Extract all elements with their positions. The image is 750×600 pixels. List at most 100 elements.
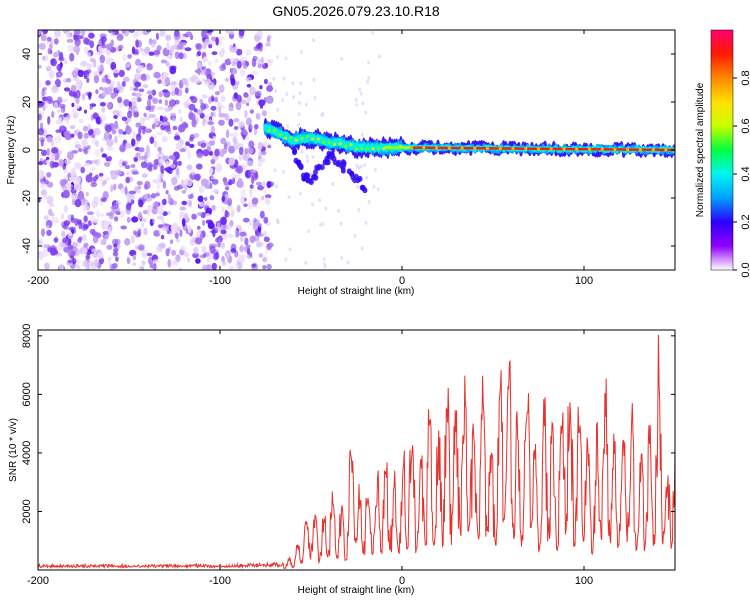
noise-speckle xyxy=(87,211,94,216)
noise-speckle xyxy=(107,256,112,262)
noise-speckle xyxy=(136,30,144,36)
noise-speckle xyxy=(124,125,132,135)
noise-speckle xyxy=(109,225,113,232)
ridge-marker xyxy=(575,147,579,151)
noise-speckle xyxy=(71,198,76,206)
ridge-dot xyxy=(278,133,282,137)
ridge-core xyxy=(618,148,621,151)
ridge-dot xyxy=(338,142,342,146)
noise-speckle xyxy=(137,65,145,72)
noise-speckle xyxy=(218,148,223,154)
ridge-core xyxy=(391,146,394,149)
noise-speckle xyxy=(206,256,211,263)
noise-speckle xyxy=(38,128,44,136)
ridge-core xyxy=(604,148,607,151)
noise-speckle xyxy=(276,218,280,223)
noise-speckle xyxy=(57,96,63,105)
noise-speckle xyxy=(106,244,113,250)
noise-speckle xyxy=(181,190,187,194)
noise-speckle xyxy=(179,229,183,237)
noise-speckle xyxy=(181,200,187,206)
noise-speckle xyxy=(127,110,133,119)
noise-speckle xyxy=(161,121,169,126)
noise-speckle xyxy=(93,75,100,84)
noise-speckle xyxy=(247,201,253,210)
noise-speckle xyxy=(110,31,116,36)
noise-speckle xyxy=(223,142,228,151)
noise-speckle xyxy=(261,150,267,156)
noise-speckle xyxy=(246,102,250,107)
noise-speckle xyxy=(273,168,277,173)
noise-speckle xyxy=(77,35,84,39)
noise-speckle xyxy=(58,159,64,167)
ridge-core xyxy=(596,148,599,151)
noise-speckle xyxy=(138,245,145,251)
noise-speckle xyxy=(243,203,248,207)
noise-speckle xyxy=(232,132,240,137)
ridge-core xyxy=(560,147,563,151)
noise-speckle xyxy=(91,231,99,236)
noise-speckle xyxy=(89,40,95,49)
ridge-dot xyxy=(349,143,353,146)
noise-speckle xyxy=(298,91,302,96)
noise-speckle xyxy=(91,248,97,253)
y-tick-label: 6000 xyxy=(21,382,33,406)
noise-speckle xyxy=(236,165,243,174)
noise-speckle xyxy=(118,110,123,118)
noise-speckle xyxy=(112,183,117,191)
noise-speckle xyxy=(77,219,82,225)
noise-speckle xyxy=(246,117,252,126)
noise-speckle xyxy=(45,80,51,86)
noise-speckle xyxy=(256,30,262,35)
noise-speckle xyxy=(262,256,268,263)
ridge-dot xyxy=(294,138,298,142)
ridge-core xyxy=(547,147,550,151)
noise-speckle xyxy=(83,147,89,155)
ridge-core xyxy=(631,148,634,151)
noise-speckle xyxy=(68,231,73,237)
noise-speckle xyxy=(218,113,226,118)
noise-speckle xyxy=(235,101,242,111)
noise-speckle xyxy=(220,242,226,250)
noise-speckle xyxy=(228,157,236,166)
noise-speckle xyxy=(367,200,371,204)
noise-speckle xyxy=(356,184,360,189)
ridge-core xyxy=(429,146,432,149)
noise-speckle xyxy=(83,215,88,223)
noise-speckle xyxy=(130,234,135,244)
noise-speckle xyxy=(178,109,182,114)
noise-speckle xyxy=(229,220,234,227)
noise-speckle xyxy=(90,215,96,224)
ridge-marker xyxy=(485,146,490,150)
colorbar-tick-label: 0.0 xyxy=(740,262,750,277)
noise-speckle xyxy=(66,182,72,189)
noise-speckle xyxy=(236,94,242,103)
noise-speckle xyxy=(263,189,267,195)
noise-speckle xyxy=(268,60,273,67)
noise-speckle xyxy=(195,258,201,264)
ridge-core xyxy=(505,147,508,150)
noise-speckle xyxy=(93,128,101,136)
noise-speckle xyxy=(185,141,190,146)
noise-speckle xyxy=(102,219,109,229)
noise-speckle xyxy=(201,30,207,38)
noise-speckle xyxy=(154,178,162,185)
noise-speckle xyxy=(99,86,104,91)
noise-speckle xyxy=(74,180,80,186)
noise-speckle xyxy=(83,109,88,114)
noise-speckle xyxy=(238,146,244,155)
ridge-dot xyxy=(311,137,315,141)
noise-speckle xyxy=(144,180,151,190)
noise-speckle xyxy=(67,259,73,264)
noise-speckle xyxy=(156,131,164,136)
noise-speckle xyxy=(162,71,169,78)
noise-speckle xyxy=(53,237,59,243)
noise-speckle xyxy=(188,199,192,208)
ridge-core xyxy=(582,148,585,151)
noise-speckle xyxy=(82,125,89,132)
noise-speckle xyxy=(80,60,88,67)
noise-speckle xyxy=(175,142,183,150)
noise-speckle xyxy=(87,123,91,131)
noise-speckle xyxy=(132,262,136,267)
